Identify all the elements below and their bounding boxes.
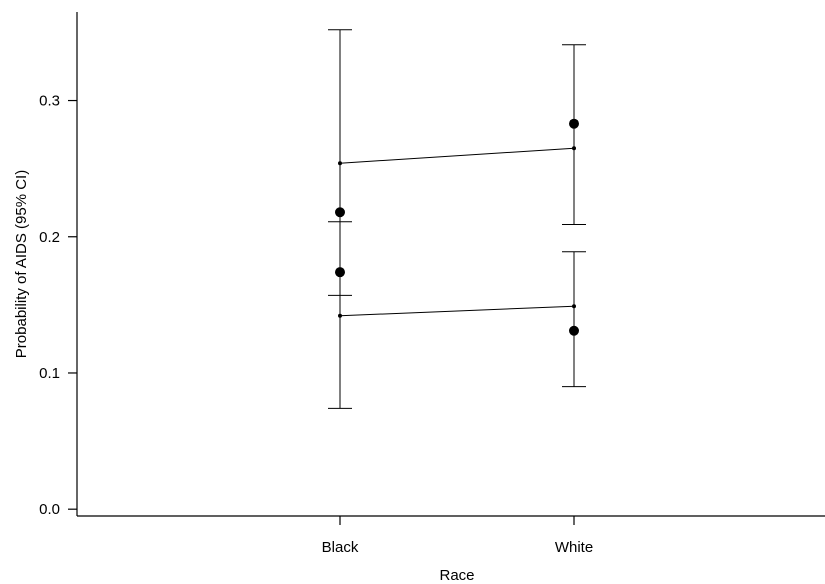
error-bars bbox=[328, 29, 586, 409]
fitted-line-s2 bbox=[339, 305, 575, 317]
observed-point-1 bbox=[335, 267, 345, 278]
y-axis-label: Probability of AIDS (95% CI) bbox=[13, 170, 30, 358]
data-points bbox=[335, 118, 579, 336]
observed-point-0 bbox=[335, 207, 345, 218]
y-tick-label-3: 0.3 bbox=[39, 93, 60, 110]
x-tick-label-0: Black bbox=[322, 539, 359, 556]
y-tick-label-2: 0.2 bbox=[39, 229, 60, 246]
x-tick-label-1: White bbox=[555, 539, 593, 556]
fitted-point-s2-1 bbox=[572, 304, 576, 309]
fitted-point-s2-0 bbox=[338, 313, 342, 318]
y-tick-label-0: 0.0 bbox=[39, 501, 60, 518]
observed-point-2 bbox=[569, 118, 579, 129]
fitted-line-s1 bbox=[339, 147, 575, 164]
y-tick-label-1: 0.1 bbox=[39, 365, 60, 382]
fitted-point-s1-0 bbox=[338, 161, 342, 166]
x-axis-label: Race bbox=[439, 567, 474, 584]
ticks: 0.0 0.1 0.2 0.3 Black White bbox=[39, 93, 593, 556]
series-lines bbox=[339, 147, 575, 317]
observed-point-3 bbox=[569, 325, 579, 336]
fitted-point-s1-1 bbox=[572, 146, 576, 151]
axes bbox=[76, 12, 825, 517]
